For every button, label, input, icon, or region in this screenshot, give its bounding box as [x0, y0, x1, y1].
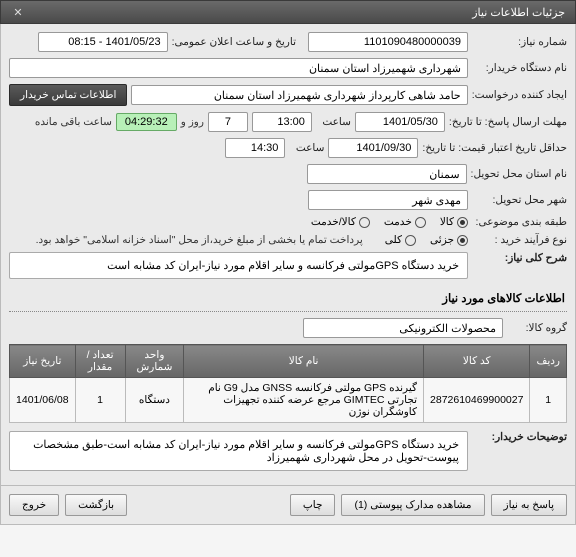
countdown-timer: 04:29:32: [116, 113, 177, 131]
table-header-row: ردیف کد کالا نام کالا واحد شمارش تعداد /…: [10, 345, 567, 378]
buyer-label: نام دستگاه خریدار:: [472, 62, 567, 74]
need-desc-value: خرید دستگاه GPSمولتی فرکانسه و سایر اقلا…: [9, 252, 468, 279]
time-label-1: ساعت: [316, 116, 351, 128]
creator-label: ایجاد کننده درخواست:: [472, 89, 567, 101]
radio-full[interactable]: کلی: [385, 234, 416, 246]
items-section-title: اطلاعات کالاهای مورد نیاز: [9, 285, 567, 312]
buyer-note-value: خرید دستگاه GPSمولتی فرکانسه و سایر اقلا…: [9, 431, 468, 471]
cell-name: گیرنده GPS مولتی فرکانسه GNSS مدل G9 نام…: [184, 378, 424, 423]
category-radio-group: کالا خدمت کالا/خدمت: [311, 216, 468, 228]
need-no-value: 1101090480000039: [308, 32, 468, 52]
announce-label: تاریخ و ساعت اعلان عمومی:: [172, 36, 296, 48]
group-label: گروه کالا:: [507, 322, 567, 334]
province-label: نام استان محل تحویل:: [471, 168, 567, 180]
deadline-time: 13:00: [252, 112, 312, 132]
group-value: محصولات الکترونیکی: [303, 318, 503, 338]
radio-dot-icon: [457, 235, 468, 246]
radio-service[interactable]: خدمت: [384, 216, 426, 228]
panel-body: شماره نیاز: 1101090480000039 تاریخ و ساع…: [0, 24, 576, 486]
attachments-button[interactable]: مشاهده مدارک پیوستی (1): [341, 494, 484, 516]
table-row[interactable]: 1 2872610469900027 گیرنده GPS مولتی فرکا…: [10, 378, 567, 423]
process-label: نوع فرآیند خرید :: [472, 234, 567, 246]
radio-dot-icon: [457, 217, 468, 228]
radio-dot-icon: [405, 235, 416, 246]
panel-header: جزئیات اطلاعات نیاز ✕: [0, 0, 576, 24]
validity-label: حداقل تاریخ اعتبار قیمت: تا تاریخ:: [422, 142, 567, 154]
th-row: ردیف: [530, 345, 567, 378]
validity-date: 1401/09/30: [328, 138, 418, 158]
process-radio-group: جزئی کلی: [385, 234, 468, 246]
cell-row: 1: [530, 378, 567, 423]
radio-dot-icon: [359, 217, 370, 228]
buyer-note-label: توضیحات خریدار:: [472, 431, 567, 443]
footer: پاسخ به نیاز مشاهده مدارک پیوستی (1) چاپ…: [0, 486, 576, 525]
province-value: سمنان: [307, 164, 467, 184]
cell-date: 1401/06/08: [10, 378, 76, 423]
reply-button[interactable]: پاسخ به نیاز: [491, 494, 567, 516]
deadline-label: مهلت ارسال پاسخ: تا تاریخ:: [449, 116, 567, 128]
time-label-2: ساعت: [289, 142, 324, 154]
category-label: طبقه بندی موضوعی:: [472, 216, 567, 228]
th-qty: تعداد / مقدار: [75, 345, 125, 378]
buyer-value: شهرداری شهمیرزاد استان سمنان: [9, 58, 468, 78]
announce-value: 1401/05/23 - 08:15: [38, 32, 168, 52]
need-desc-label: شرح کلی نیاز:: [472, 252, 567, 264]
radio-partial[interactable]: جزئی: [430, 234, 468, 246]
creator-value: حامد شاهی کارپرداز شهرداری شهمیرزاد استا…: [131, 85, 467, 105]
th-date: تاریخ نیاز: [10, 345, 76, 378]
remain-label: ساعت باقی مانده: [35, 116, 112, 128]
city-label: شهر محل تحویل:: [472, 194, 567, 206]
radio-goods-service[interactable]: کالا/خدمت: [311, 216, 370, 228]
items-table: ردیف کد کالا نام کالا واحد شمارش تعداد /…: [9, 344, 567, 423]
validity-time: 14:30: [225, 138, 285, 158]
cell-code: 2872610469900027: [424, 378, 530, 423]
day-and-label: روز و: [181, 116, 204, 128]
deadline-date: 1401/05/30: [355, 112, 445, 132]
radio-goods[interactable]: کالا: [440, 216, 468, 228]
close-icon[interactable]: ✕: [11, 5, 25, 19]
payment-note: پرداخت تمام یا بخشی از مبلغ خرید،از محل …: [36, 234, 363, 246]
radio-dot-icon: [415, 217, 426, 228]
exit-button[interactable]: خروج: [9, 494, 59, 516]
need-no-label: شماره نیاز:: [472, 36, 567, 48]
days-remain: 7: [208, 112, 248, 132]
cell-qty: 1: [75, 378, 125, 423]
th-code: کد کالا: [424, 345, 530, 378]
th-unit: واحد شمارش: [125, 345, 184, 378]
cell-unit: دستگاه: [125, 378, 184, 423]
print-button[interactable]: چاپ: [290, 494, 336, 516]
panel-title: جزئیات اطلاعات نیاز: [472, 6, 565, 19]
back-button[interactable]: بازگشت: [65, 494, 127, 516]
contact-button[interactable]: اطلاعات تماس خریدار: [9, 84, 127, 106]
city-value: مهدی شهر: [308, 190, 468, 210]
th-name: نام کالا: [184, 345, 424, 378]
